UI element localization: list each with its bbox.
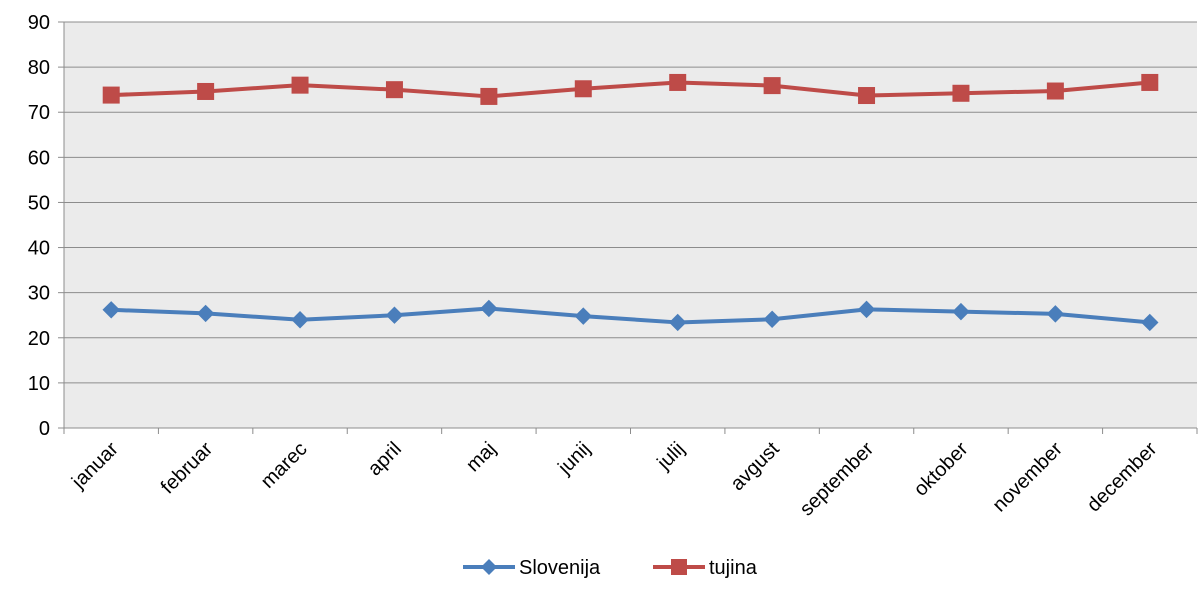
x-tick-label: januar (67, 438, 123, 494)
series-line-0 (111, 306, 1150, 325)
data-point (952, 84, 970, 102)
data-point (857, 300, 876, 319)
data-point (1046, 82, 1064, 100)
x-tick-label: september (796, 438, 879, 521)
data-point (763, 310, 781, 328)
legend-item: Slovenija (463, 557, 601, 579)
x-tick-label: julij (653, 438, 690, 475)
data-point (385, 306, 404, 324)
x-axis (63, 427, 1198, 434)
x-tick-label: februar (157, 438, 218, 499)
data-point (1141, 313, 1159, 332)
x-axis-ticks: januar februar marec april maj junij julij avgu… (67, 438, 1161, 521)
legend-marker (481, 559, 497, 575)
data-point (574, 307, 592, 325)
data-point (480, 299, 498, 318)
data-point (763, 77, 781, 95)
data-point (102, 301, 120, 319)
x-tick-label: marec (257, 438, 312, 493)
data-point (102, 86, 120, 104)
legend: Slovenija tujina (463, 557, 758, 579)
data-point (480, 87, 498, 105)
data-point (291, 311, 309, 329)
y-tick-label: 80 (28, 57, 50, 79)
data-point (196, 304, 215, 323)
plot-area (64, 22, 1197, 428)
x-tick-label: junij (553, 438, 594, 479)
data-point (669, 313, 687, 332)
series-line-1 (111, 80, 1150, 99)
y-tick-label: 70 (28, 102, 50, 124)
gridlines (64, 21, 1197, 384)
x-tick-label: avgust (726, 438, 784, 496)
data-point (291, 76, 309, 94)
data-point (197, 82, 215, 100)
y-tick-label: 10 (28, 373, 50, 395)
y-tick-label: 50 (28, 192, 50, 214)
x-tick-label: oktober (910, 438, 973, 501)
data-point (574, 80, 592, 98)
data-point (669, 73, 687, 91)
data-point (1141, 73, 1159, 91)
y-tick-label: 20 (28, 328, 50, 350)
y-tick-label: 30 (28, 283, 50, 305)
x-tick-label: april (364, 438, 406, 480)
y-tick-label: 0 (39, 418, 50, 440)
series-group (102, 73, 1159, 332)
legend-item: tujina (653, 557, 758, 579)
data-point (1046, 305, 1065, 323)
data-point (385, 81, 403, 99)
legend-marker (671, 559, 687, 575)
y-tick-label: 60 (28, 147, 50, 169)
data-point (952, 302, 970, 321)
legend-label: Slovenija (519, 557, 601, 579)
x-tick-label: november (988, 438, 1067, 517)
data-point (858, 87, 876, 105)
legend-label: tujina (709, 557, 758, 579)
x-tick-label: december (1083, 438, 1162, 517)
x-tick-label: maj (462, 438, 500, 476)
y-axis-ticks: 0 10 20 30 40 50 60 70 80 90 (28, 12, 65, 440)
y-tick-label: 90 (28, 12, 50, 34)
y-tick-label: 40 (28, 238, 50, 260)
